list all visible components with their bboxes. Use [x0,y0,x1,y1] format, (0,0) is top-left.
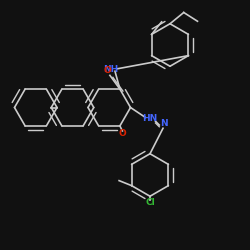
Text: O: O [103,66,111,75]
Text: O: O [118,129,126,138]
Text: NH: NH [104,66,119,74]
Text: Cl: Cl [145,198,155,207]
Text: N: N [160,119,168,128]
Text: HN: HN [142,114,157,123]
